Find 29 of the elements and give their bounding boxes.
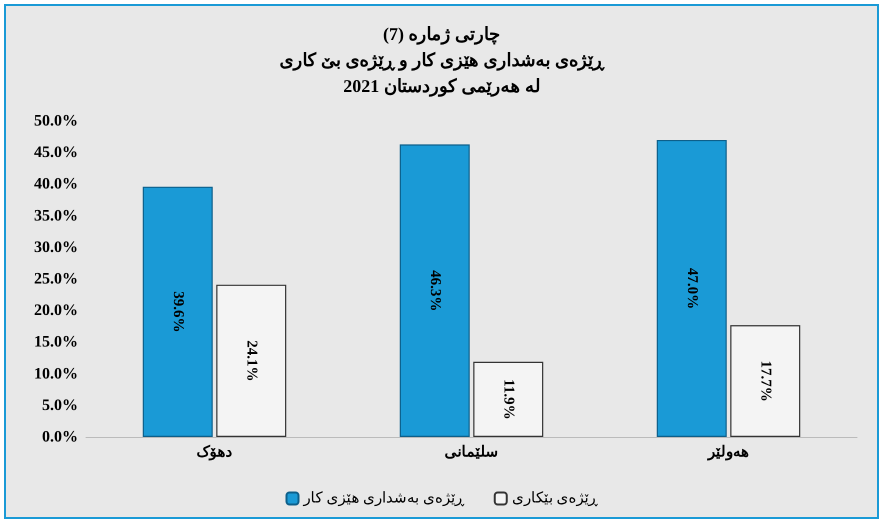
y-tick-label: 10.0%	[34, 365, 78, 382]
chart-title: چارتی ژمارە (7) ڕێژەی بەشداری هێزی کار و ڕێژەی بێ کاری لە هەرێمی کوردستان 2021	[279, 24, 606, 97]
y-tick-label: 30.0%	[34, 238, 78, 256]
data-label: 24.1%	[243, 340, 260, 382]
bar	[656, 140, 727, 437]
y-tick-label: 25.0%	[34, 270, 78, 288]
y-tick-label: 15.0%	[34, 334, 78, 351]
legend-label: ڕێژەی بەشداری هێزی کار	[302, 490, 465, 506]
x-tick-label: دهۆک	[196, 444, 232, 460]
y-tick-label: 20.0%	[34, 302, 78, 320]
bar	[400, 144, 470, 437]
bar	[216, 284, 286, 437]
x-tick-label: هەولێر	[707, 444, 749, 460]
y-tick-label: 0.0%	[42, 428, 78, 446]
y-tick-label: 45.0%	[34, 144, 78, 162]
x-tick-label: سلێمانی	[444, 444, 498, 460]
bar	[730, 325, 800, 437]
data-label: 47.0%	[684, 268, 700, 310]
y-tick-label: 5.0%	[42, 396, 78, 414]
bar	[473, 362, 544, 437]
data-label: 39.6%	[170, 291, 186, 332]
data-label: 46.3%	[426, 270, 443, 312]
y-tick-label: 40.0%	[34, 176, 78, 193]
data-label: 17.7%	[757, 360, 774, 402]
legend-label: ڕێژەی بێکاری	[512, 490, 598, 506]
bar	[142, 186, 213, 437]
y-tick-label: 35.0%	[34, 207, 78, 224]
y-tick-label: 50.0%	[34, 112, 78, 130]
data-label: 11.9%	[500, 379, 516, 420]
